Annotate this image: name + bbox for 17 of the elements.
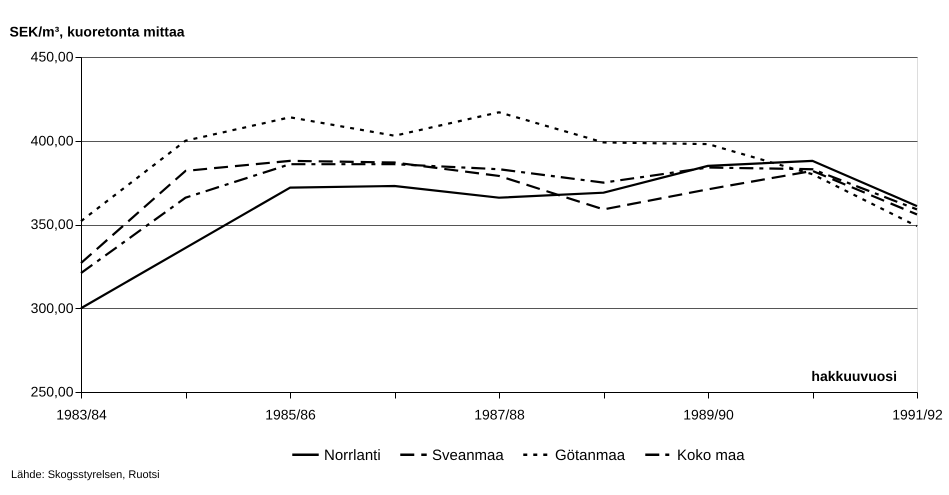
x-tick-label: 1987/88	[474, 406, 526, 422]
legend-label: Koko maa	[677, 446, 746, 464]
text: Lähde: Skogsstyrelsen, Ruotsi	[11, 469, 160, 481]
y-tick-label: 400,00	[30, 132, 74, 148]
x-axis-title: hakkuuvuosi	[811, 368, 897, 384]
y-axis-title: SEK/m³, kuoretonta mittaa	[10, 24, 185, 40]
y-tick-label: 450,00	[30, 48, 74, 64]
y-tick-label: 250,00	[30, 384, 74, 400]
legend-label: Götanmaa	[555, 446, 626, 464]
x-tick-label: 1983/84	[56, 406, 108, 422]
x-tick-label: 1989/90	[683, 406, 734, 422]
legend-label: Norrlanti	[324, 446, 381, 464]
y-tick-label: 350,00	[30, 216, 74, 232]
x-tick-label: 1985/86	[265, 406, 316, 422]
y-tick-label: 300,00	[30, 300, 74, 316]
x-tick-label: 1991/92	[892, 406, 944, 422]
legend-label: Sveanmaa	[432, 446, 504, 464]
